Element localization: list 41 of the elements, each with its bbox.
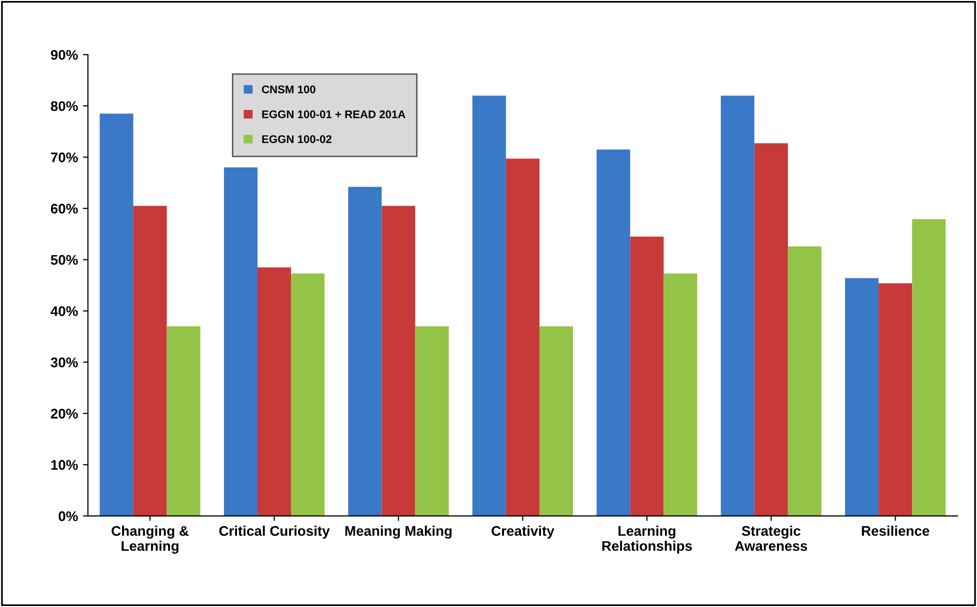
bar <box>878 283 912 516</box>
legend-label: EGGN 100-02 <box>262 135 332 144</box>
legend-label: EGGN 100-01 + READ 201A <box>262 110 406 118</box>
bar <box>166 326 200 516</box>
bar <box>788 246 822 516</box>
bar <box>257 267 292 516</box>
y-tick-label: 40% <box>50 306 78 316</box>
y-tick-label: 80% <box>50 101 78 112</box>
y-tick-label: 20% <box>50 408 78 419</box>
bar <box>133 206 167 516</box>
x-tick-label: Resilience <box>862 526 930 536</box>
x-tick-label: Learning Relationships <box>602 526 692 554</box>
y-tick-label: 60% <box>50 204 78 214</box>
bar <box>664 274 698 516</box>
bar <box>348 186 382 516</box>
x-tick-label: Meaning Making <box>345 526 452 539</box>
bar <box>100 114 134 516</box>
x-tick-label: Creativity <box>492 526 554 539</box>
x-tick-label: Critical Curiosity <box>219 526 330 539</box>
y-tick-label: 50% <box>50 254 78 265</box>
bar <box>224 167 258 516</box>
bar <box>596 149 630 516</box>
x-tick-label: Changing & Learning <box>112 526 189 554</box>
bar <box>912 219 946 516</box>
legend-label: CNSM 100 <box>262 85 316 94</box>
y-tick-label: 30% <box>50 358 78 368</box>
x-tick-label: Strategic Awareness <box>734 526 808 551</box>
bar <box>754 143 788 516</box>
bar <box>845 278 879 516</box>
bar <box>720 96 754 516</box>
bar <box>539 326 574 516</box>
bar <box>415 326 449 516</box>
bar <box>630 236 664 516</box>
y-tick-label: 10% <box>51 460 78 470</box>
bar <box>506 158 540 516</box>
y-tick-label: 90% <box>50 50 78 60</box>
y-tick-label: 0% <box>58 511 78 522</box>
bar <box>382 206 416 516</box>
y-tick-label: 70% <box>51 152 78 162</box>
bar <box>291 274 325 516</box>
bar <box>472 96 506 516</box>
